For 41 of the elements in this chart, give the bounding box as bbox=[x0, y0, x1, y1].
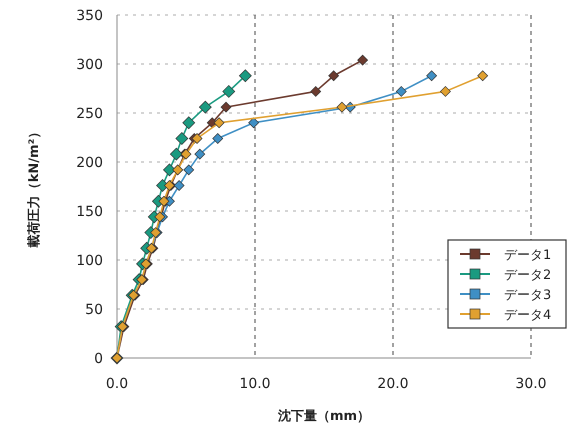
legend-label: データ3 bbox=[504, 288, 552, 303]
legend-label: データ2 bbox=[504, 268, 552, 283]
point bbox=[212, 133, 224, 144]
x-tick-label: 30.0 bbox=[515, 376, 547, 392]
point bbox=[183, 164, 194, 176]
point bbox=[396, 86, 407, 97]
point bbox=[477, 70, 488, 82]
point bbox=[214, 117, 224, 128]
y-tick-label: 350 bbox=[76, 8, 103, 24]
point bbox=[336, 102, 348, 112]
point bbox=[426, 70, 437, 82]
y-tick-label: 300 bbox=[76, 57, 103, 73]
x-axis-title: 沈下量（mm） bbox=[276, 409, 370, 424]
point bbox=[182, 116, 196, 130]
point bbox=[222, 85, 236, 98]
point bbox=[220, 102, 232, 112]
point bbox=[238, 69, 252, 82]
point bbox=[174, 180, 184, 191]
point bbox=[198, 100, 212, 114]
point bbox=[357, 54, 368, 66]
point bbox=[176, 132, 188, 145]
point bbox=[194, 148, 206, 160]
y-axis-title: 載荷圧力（kN/m²） bbox=[26, 126, 42, 248]
point bbox=[310, 86, 322, 97]
y-tick-label: 0 bbox=[94, 351, 103, 367]
point bbox=[192, 133, 202, 144]
legend-label: データ1 bbox=[504, 248, 552, 263]
point bbox=[170, 148, 183, 161]
x-tick-label: 0.0 bbox=[106, 376, 128, 392]
point bbox=[163, 163, 176, 176]
legend-label: データ4 bbox=[504, 308, 552, 323]
y-tick-label: 150 bbox=[76, 204, 103, 220]
point bbox=[248, 117, 259, 128]
y-tick-label: 50 bbox=[85, 302, 103, 318]
x-tick-label: 20.0 bbox=[377, 376, 409, 392]
point bbox=[328, 70, 340, 82]
y-tick-label: 200 bbox=[76, 155, 103, 171]
y-tick-label: 250 bbox=[76, 106, 103, 122]
y-tick-label: 100 bbox=[76, 253, 103, 269]
point bbox=[440, 86, 451, 97]
x-tick-label: 10.0 bbox=[239, 376, 271, 392]
